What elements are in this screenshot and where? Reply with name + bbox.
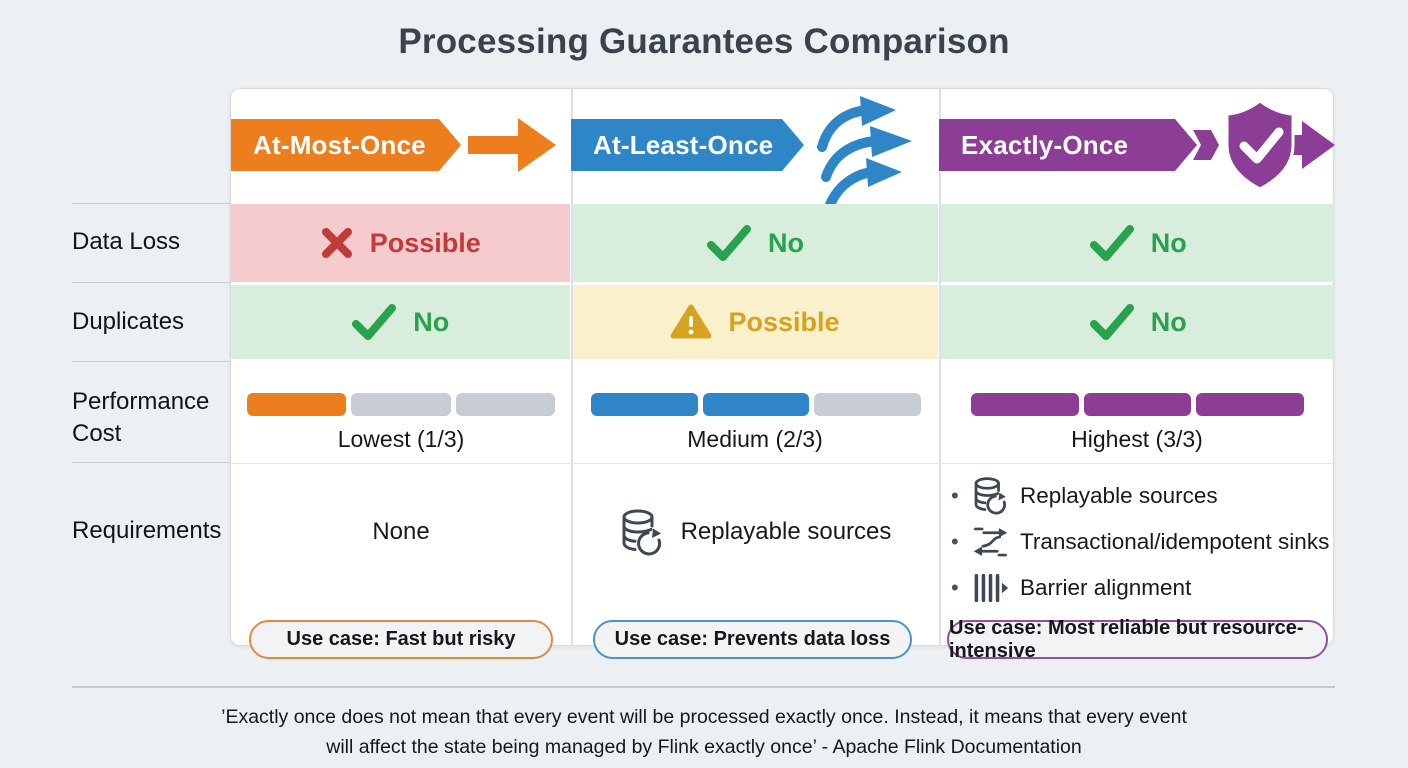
performance-label: Medium (2/3) — [687, 426, 823, 452]
x-icon — [320, 226, 354, 260]
check-icon — [706, 225, 752, 261]
row-divider — [231, 463, 1333, 464]
cell-duplicates-at-most-once: No — [231, 285, 570, 359]
cell-data-loss-at-least-once: No — [572, 204, 938, 282]
column-divider — [939, 89, 941, 645]
triple-arrows-icon — [808, 95, 928, 207]
column-divider — [571, 89, 573, 645]
cell-value: No — [413, 306, 450, 337]
check-icon — [1089, 304, 1135, 340]
cell-value: Possible — [728, 306, 840, 337]
cell-duplicates-exactly-once: No — [940, 285, 1335, 359]
footer-quote: ’Exactly once does not mean that every e… — [221, 706, 1187, 758]
bullet: • — [951, 574, 959, 600]
performance-bar-at-most-once — [247, 393, 555, 416]
footer-divider — [72, 686, 1335, 688]
comparison-table: At-Most-Once At-Least-Once — [230, 88, 1335, 662]
performance-bar-exactly-once — [971, 393, 1305, 416]
requirement-item: • Barrier alignment — [951, 569, 1335, 606]
row-label-data-loss: Data Loss — [72, 228, 181, 255]
single-arrow-icon — [468, 115, 556, 175]
database-replay-icon — [972, 476, 1009, 515]
cell-data-loss-at-most-once: Possible — [231, 204, 570, 282]
requirements-at-least-once: Replayable sources — [571, 497, 939, 567]
row-divider — [72, 282, 230, 283]
use-case-pill-at-least-once: Use case: Prevents data loss — [593, 620, 912, 659]
performance-label: Highest (3/3) — [1071, 426, 1203, 452]
database-replay-icon — [619, 508, 665, 556]
cell-value: No — [768, 227, 804, 258]
row-label-duplicates: Duplicates — [72, 308, 185, 335]
bullet: • — [951, 482, 959, 508]
check-icon — [1089, 225, 1135, 261]
requirement-item: • Replayable sources — [951, 476, 1335, 515]
requirements-exactly-once: • Replayable sources • — [951, 477, 1335, 606]
header-at-least-once: At-Least-Once — [571, 119, 804, 171]
cell-duplicates-at-least-once: Possible — [572, 285, 938, 359]
warning-icon — [670, 304, 712, 340]
requirement-item: • Transactional/idempotent sinks — [951, 523, 1335, 560]
row-divider — [72, 361, 230, 362]
header-at-most-once: At-Most-Once — [231, 119, 461, 171]
performance-label: Lowest (1/3) — [337, 426, 465, 452]
row-divider — [72, 203, 230, 204]
performance-bar-at-least-once — [591, 393, 922, 416]
cell-value: No — [1150, 306, 1187, 337]
bullet: • — [951, 528, 959, 554]
cell-data-loss-exactly-once: No — [940, 204, 1335, 282]
header-exactly-once: Exactly-Once — [939, 119, 1197, 171]
row-label-requirements: Requirements — [72, 517, 222, 544]
requirements-at-most-once: None — [372, 518, 430, 545]
check-icon — [351, 304, 397, 340]
shield-check-arrow-icon — [1191, 99, 1335, 191]
page-title: Processing Guarantees Comparison — [398, 22, 1010, 61]
use-case-pill-at-most-once: Use case: Fast but risky — [249, 620, 553, 659]
barrier-alignment-icon — [972, 572, 1009, 604]
cell-value: Possible — [369, 227, 481, 258]
cell-value: No — [1150, 227, 1187, 258]
row-divider — [72, 462, 230, 463]
use-case-pill-exactly-once: Use case: Most reliable but resource-int… — [947, 617, 1328, 662]
transaction-arrows-icon — [972, 526, 1009, 558]
row-label-performance-cost: Performance Cost — [72, 388, 210, 447]
